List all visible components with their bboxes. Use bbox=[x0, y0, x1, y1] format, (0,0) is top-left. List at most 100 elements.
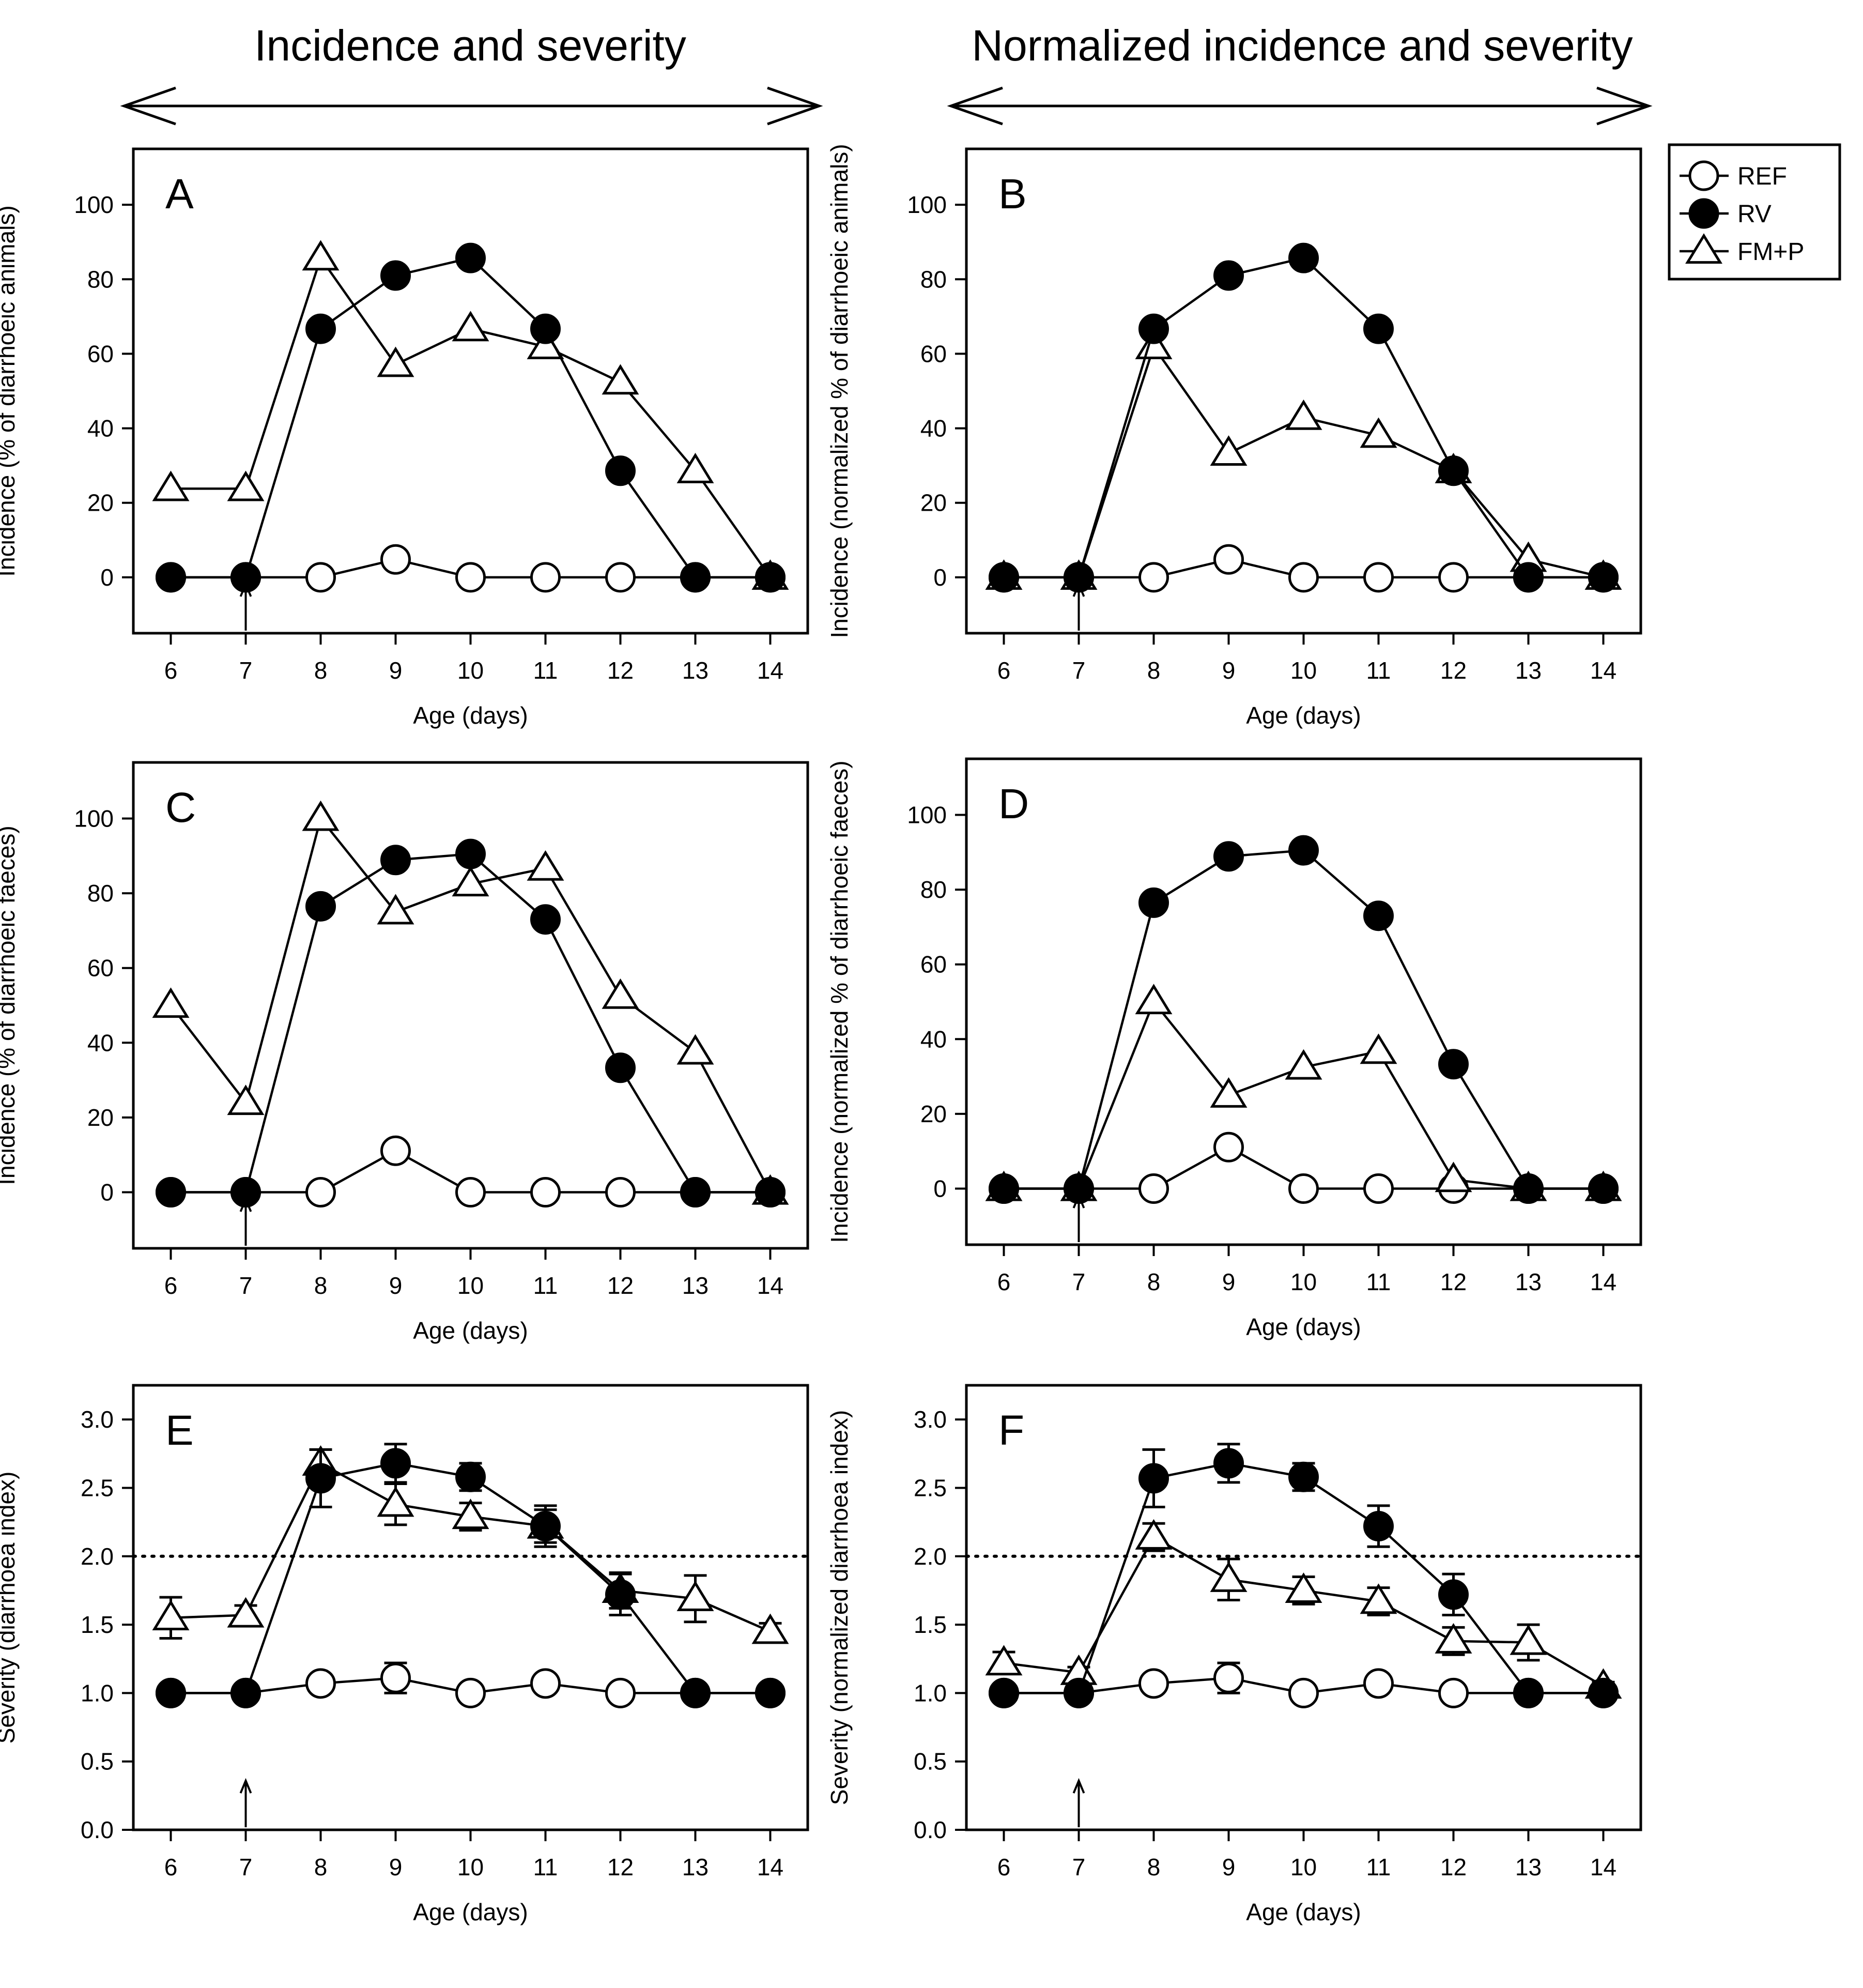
data-point bbox=[680, 562, 711, 593]
data-point bbox=[1513, 1677, 1544, 1708]
data-point bbox=[156, 1677, 186, 1708]
data-point bbox=[156, 1177, 186, 1208]
y-tick-label: 100 bbox=[907, 801, 947, 828]
series-line bbox=[1004, 999, 1604, 1190]
x-tick-label: 14 bbox=[1590, 1268, 1616, 1295]
x-tick-label: 9 bbox=[1222, 1854, 1236, 1880]
data-point bbox=[380, 1135, 411, 1166]
series-fmpp bbox=[152, 240, 789, 590]
panel-f: F 6 7 8 9 10 11 12 13 14 0.0 0.5 1.0 1.5 2.0 2.5 3.0 Age … bbox=[826, 1384, 1642, 1925]
x-tick-label: 13 bbox=[682, 657, 709, 684]
data-point bbox=[152, 1600, 190, 1630]
panel-e: E 6 7 8 9 10 11 12 13 14 0.0 0.5 1.0 1.5 2.0 2.5 3.0 Age … bbox=[0, 1384, 809, 1925]
data-point bbox=[1288, 562, 1319, 593]
data-point bbox=[1438, 1579, 1469, 1610]
data-point bbox=[1285, 1049, 1322, 1080]
series-fmpp bbox=[985, 328, 1622, 590]
data-point bbox=[605, 1579, 636, 1610]
data-point bbox=[230, 1177, 261, 1208]
x-tick-label: 11 bbox=[533, 1272, 558, 1299]
data-point bbox=[227, 470, 265, 501]
data-point bbox=[530, 1177, 561, 1208]
data-point bbox=[1360, 1583, 1397, 1614]
data-point bbox=[455, 1177, 486, 1208]
series-fmpp bbox=[985, 1519, 1622, 1699]
legend-marker-rv bbox=[1688, 198, 1719, 229]
inoculation-arrow bbox=[239, 1778, 252, 1827]
x-tick-label: 11 bbox=[533, 1854, 558, 1880]
data-point bbox=[305, 891, 336, 922]
x-tick-label: 9 bbox=[1222, 657, 1236, 684]
data-point bbox=[605, 1052, 636, 1083]
header-normalized-incidence-and-severity: Normalized incidence and severity bbox=[972, 21, 1633, 70]
data-point bbox=[1064, 1173, 1094, 1204]
series-rv bbox=[156, 242, 786, 593]
x-tick-label: 12 bbox=[1440, 1854, 1467, 1880]
x-tick-label: 8 bbox=[314, 657, 328, 684]
y-tick-label: 1.0 bbox=[914, 1679, 947, 1706]
data-point bbox=[380, 1448, 411, 1479]
series-line bbox=[171, 1462, 771, 1694]
y-tick-label: 1.0 bbox=[81, 1679, 114, 1706]
data-point bbox=[377, 1486, 414, 1517]
x-tick-label: 6 bbox=[164, 657, 178, 684]
x-tick-label: 10 bbox=[457, 1272, 484, 1299]
x-tick-label: 6 bbox=[997, 657, 1011, 684]
x-axis-label: Age (days) bbox=[413, 702, 528, 729]
y-tick-label: 20 bbox=[87, 490, 114, 516]
header-arrow-left-section bbox=[120, 86, 823, 126]
y-tick-label: 80 bbox=[87, 266, 114, 293]
y-tick-label: 3.0 bbox=[81, 1406, 114, 1433]
y-tick-label: 1.5 bbox=[914, 1611, 947, 1638]
panel-c: C 6 7 8 9 10 11 12 13 14 0 20 40 60 80 100 Age (days) Inc… bbox=[0, 761, 809, 1344]
data-point bbox=[230, 1677, 261, 1708]
data-point bbox=[1138, 562, 1169, 593]
y-tick-label: 0 bbox=[933, 1175, 947, 1202]
y-tick-label: 2.5 bbox=[81, 1474, 114, 1501]
data-point bbox=[1135, 984, 1173, 1015]
series-rv bbox=[156, 838, 786, 1208]
data-point bbox=[305, 1463, 336, 1494]
x-tick-label: 10 bbox=[1290, 657, 1317, 684]
x-tick-label: 10 bbox=[457, 657, 484, 684]
data-point bbox=[152, 470, 190, 501]
data-point bbox=[455, 562, 486, 593]
x-tick-label: 14 bbox=[1590, 1854, 1616, 1880]
data-point bbox=[676, 1034, 714, 1065]
data-point bbox=[1363, 562, 1394, 593]
data-point bbox=[989, 1173, 1019, 1204]
panel-letter: E bbox=[165, 1407, 194, 1454]
x-tick-label: 13 bbox=[682, 1272, 709, 1299]
y-tick-label: 1.5 bbox=[81, 1611, 114, 1638]
y-tick-label: 60 bbox=[87, 340, 114, 367]
data-point bbox=[1288, 1461, 1319, 1492]
y-tick-label: 100 bbox=[907, 191, 947, 218]
y-tick-label: 60 bbox=[920, 951, 947, 978]
y-tick-label: 40 bbox=[920, 415, 947, 442]
y-tick-label: 0.5 bbox=[914, 1748, 947, 1775]
legend-label: FM+P bbox=[1737, 238, 1804, 266]
x-tick-label: 7 bbox=[239, 1272, 253, 1299]
data-point bbox=[755, 562, 786, 593]
series-rv bbox=[989, 242, 1619, 593]
panel-letter: D bbox=[998, 781, 1029, 828]
x-tick-label: 10 bbox=[457, 1854, 484, 1880]
y-tick-label: 80 bbox=[87, 880, 114, 907]
y-tick-label: 3.0 bbox=[914, 1406, 947, 1433]
panel-d: D 6 7 8 9 10 11 12 13 14 0 20 40 60 80 100 Age (days) Inc… bbox=[826, 757, 1642, 1340]
data-point bbox=[452, 1498, 489, 1530]
x-tick-label: 13 bbox=[1515, 1268, 1542, 1295]
x-tick-label: 11 bbox=[1366, 1854, 1391, 1880]
y-axis-label: Incidence (normalized % of diarrhoeic an… bbox=[826, 144, 853, 638]
x-tick-label: 13 bbox=[1515, 1854, 1542, 1880]
data-point bbox=[676, 1581, 714, 1611]
x-tick-label: 8 bbox=[314, 1854, 328, 1880]
data-point bbox=[1135, 1519, 1173, 1550]
data-point bbox=[1213, 1662, 1244, 1693]
data-point bbox=[1588, 562, 1619, 593]
x-tick-label: 10 bbox=[1290, 1854, 1317, 1880]
data-point bbox=[1288, 242, 1319, 273]
y-tick-label: 80 bbox=[920, 266, 947, 293]
x-tick-label: 11 bbox=[533, 657, 558, 684]
